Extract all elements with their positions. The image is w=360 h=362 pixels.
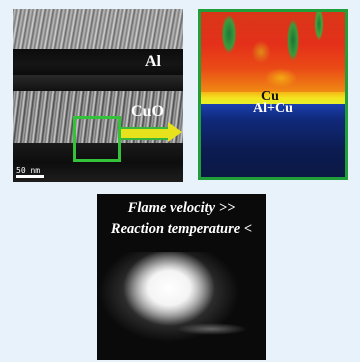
scale-bar-label: 50 nm [16,166,41,175]
eds-elemental-map: Cu Al+Cu [198,9,348,180]
arrow-head-icon [168,122,182,142]
al-cu-region-map [201,104,345,177]
cuo-region-map [201,12,345,92]
flame-photo: Flame velocity >> Reaction temperature < [97,194,266,360]
arrow-right-icon [121,127,169,140]
label-cuo: CuO [131,103,164,120]
label-al-cu: Al+Cu [253,101,293,116]
tem-cross-section-image: Al CuO 50 nm [13,9,183,182]
region-of-interest-box [73,116,121,162]
interface-band [13,75,183,91]
flame-glow [99,252,266,352]
caption-flame-velocity: Flame velocity >> [127,200,236,216]
label-cu: Cu [261,89,279,104]
al-layer-band [13,49,183,75]
label-al: Al [145,53,161,70]
caption-reaction-temperature: Reaction temperature < [110,221,253,237]
cu-region-map [201,92,345,104]
scale-bar [16,175,44,178]
top-columnar-layer [13,9,183,49]
flame-trail [177,322,247,336]
